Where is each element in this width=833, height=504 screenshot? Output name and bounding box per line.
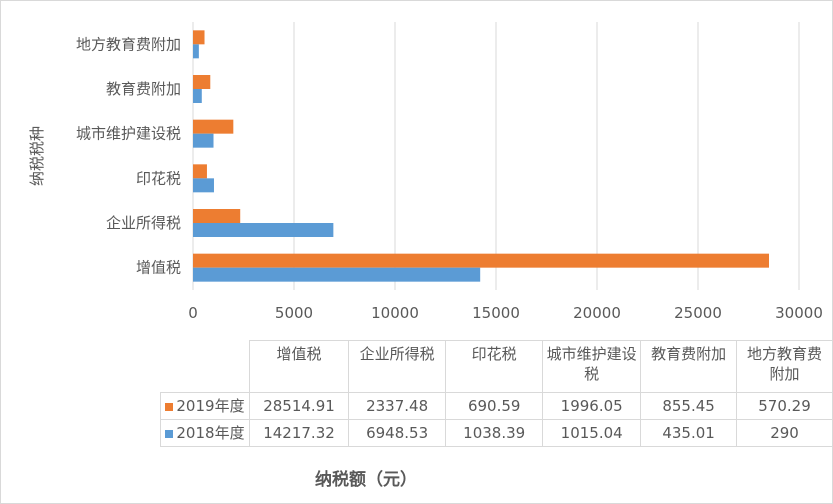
x-tick-label: 5000 bbox=[275, 304, 313, 322]
bar bbox=[193, 119, 234, 134]
y-category-label: 地方教育费附加 bbox=[76, 35, 181, 53]
x-tick-label: 30000 bbox=[775, 304, 823, 322]
data-table-cell: 855.45 bbox=[640, 392, 738, 420]
bar bbox=[193, 44, 199, 59]
bar bbox=[193, 178, 214, 193]
bar bbox=[193, 253, 770, 268]
x-tick-label: 0 bbox=[188, 304, 198, 322]
y-category-label: 印花税 bbox=[136, 169, 181, 187]
y-category-label: 教育费附加 bbox=[106, 80, 181, 98]
y-category-label: 增值税 bbox=[136, 259, 181, 277]
bar bbox=[193, 267, 481, 282]
bar bbox=[193, 209, 241, 223]
data-table-header-cell: 城市维护建设税 bbox=[542, 340, 642, 393]
bar bbox=[193, 75, 211, 89]
data-table-cell: 2337.48 bbox=[348, 392, 447, 420]
x-tick-label: 20000 bbox=[573, 304, 621, 322]
bar bbox=[193, 223, 334, 237]
data-table-cell: 6948.53 bbox=[348, 419, 447, 447]
data-table-cell: 570.29 bbox=[736, 392, 833, 420]
data-table: 增值税 企业所得税 印花税 城市维护建设税教育费附加 地方教育费 附加 2019年度 285… bbox=[160, 340, 833, 447]
data-table-header-cell: 企业所得税 bbox=[348, 340, 447, 393]
x-tick-label: 10000 bbox=[371, 304, 419, 322]
data-table-cell: 690.59 bbox=[445, 392, 544, 420]
data-table-cell: 435.01 bbox=[640, 419, 738, 447]
data-table-cell: 1015.04 bbox=[542, 419, 642, 447]
bar bbox=[193, 164, 207, 179]
y-category-label: 企业所得税 bbox=[106, 214, 181, 232]
legend-entry: 2018年度 bbox=[160, 419, 250, 447]
bar bbox=[193, 30, 205, 45]
legend-swatch bbox=[165, 429, 174, 438]
data-table-cell: 1038.39 bbox=[445, 419, 544, 447]
data-table-cell: 290 bbox=[736, 419, 833, 447]
y-category-label: 城市维护建设税 bbox=[76, 125, 181, 143]
legend-entry: 2019年度 bbox=[160, 392, 250, 420]
x-axis-title: 纳税额（元） bbox=[315, 470, 417, 490]
data-table-header-cell: 印花税 bbox=[445, 340, 544, 393]
y-axis-title: 纳税税种 bbox=[28, 126, 46, 186]
bar bbox=[193, 133, 214, 148]
legend-swatch bbox=[165, 402, 174, 411]
x-tick-label: 25000 bbox=[674, 304, 722, 322]
data-table-cell: 1996.05 bbox=[542, 392, 642, 420]
data-table-cell: 28514.91 bbox=[248, 392, 350, 420]
data-table-cell: 14217.32 bbox=[248, 419, 350, 447]
data-table-row: 2018年度 14217.32 6948.53 1038.39 1015.04 435.0… bbox=[160, 419, 833, 447]
data-table-corner bbox=[160, 340, 250, 393]
data-table-header-cell: 增值税 bbox=[248, 340, 350, 393]
bar-chart: 0 5000 10000 15000 20000 25000 30000 增值税 企业所得税 印花… bbox=[28, 22, 823, 322]
x-tick-label: 15000 bbox=[472, 304, 520, 322]
data-table-header-row: 增值税 企业所得税 印花税 城市维护建设税教育费附加 地方教育费 附加 bbox=[160, 340, 833, 393]
bar bbox=[193, 89, 202, 103]
data-table-header-cell: 教育费附加 bbox=[640, 340, 738, 393]
data-table-header-cell: 地方教育费 附加 bbox=[736, 340, 833, 393]
data-table-row: 2019年度 28514.91 2337.48 690.59 1996.05 855.45… bbox=[160, 392, 833, 420]
